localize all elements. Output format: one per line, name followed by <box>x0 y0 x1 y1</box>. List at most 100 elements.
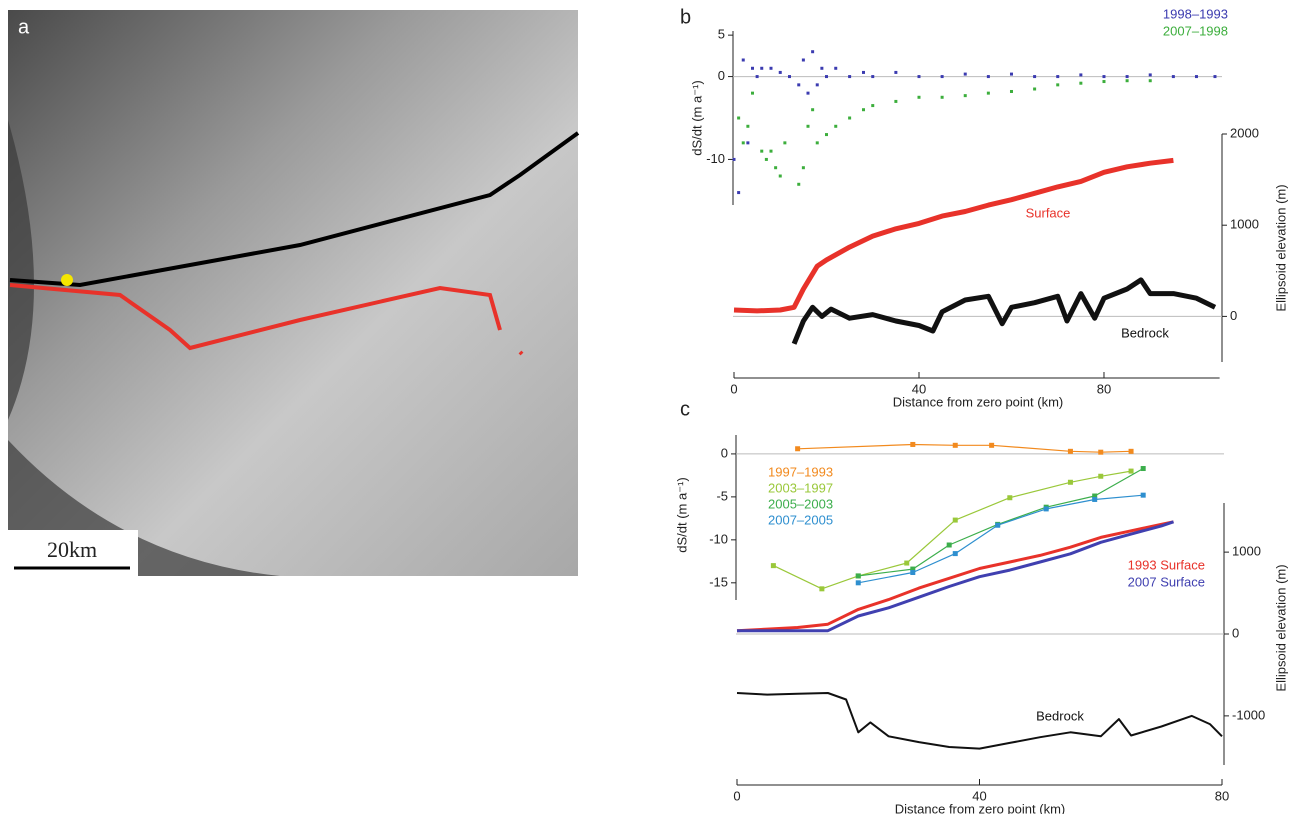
annotation: Bedrock <box>1036 708 1084 723</box>
data-point <box>834 66 838 70</box>
panel-label: c <box>680 398 690 420</box>
data-point <box>737 116 741 120</box>
data-point <box>986 91 990 95</box>
data-point <box>778 70 782 74</box>
y2-tick-label: 0 <box>1230 308 1237 323</box>
data-point <box>1194 75 1198 79</box>
data-point <box>871 75 875 79</box>
data-marker <box>1092 493 1098 499</box>
y-tick-label: -15 <box>709 574 728 589</box>
y2-tick-label: 0 <box>1232 625 1239 640</box>
x-tick-label: 0 <box>733 788 740 803</box>
data-point <box>1148 73 1152 77</box>
y2-axis-label: Ellipsoid elevation (m) <box>1273 184 1288 311</box>
radar-track <box>9 283 524 356</box>
x-tick-label: 40 <box>972 788 986 803</box>
data-marker <box>1067 479 1073 485</box>
data-marker <box>1067 448 1073 454</box>
y-tick-label: -10 <box>709 531 728 546</box>
legend-entry: 2007–2005 <box>768 512 833 527</box>
data-point <box>760 149 764 153</box>
data-marker <box>1043 506 1049 512</box>
data-point <box>848 75 852 79</box>
annotation: Bedrock <box>1121 325 1169 340</box>
data-point <box>917 95 921 99</box>
annotation: Surface <box>1026 205 1071 220</box>
data-point <box>824 75 828 79</box>
data-point <box>797 83 801 87</box>
data-point <box>746 141 750 145</box>
y-tick-label: -10 <box>706 151 725 166</box>
x-axis-label: Distance from zero point (km) <box>893 394 1064 409</box>
y-axis-label: dS/dt (m a⁻¹) <box>674 477 689 553</box>
data-point <box>741 58 745 62</box>
data-point <box>787 75 791 79</box>
data-point <box>778 174 782 178</box>
data-point <box>741 141 745 145</box>
data-marker <box>855 573 861 579</box>
data-marker <box>1092 496 1098 502</box>
data-point <box>894 99 898 103</box>
series-line <box>858 467 1144 577</box>
data-point <box>1125 79 1129 83</box>
data-marker <box>910 566 916 572</box>
data-point <box>917 75 921 79</box>
data-point <box>1125 75 1129 79</box>
data-marker <box>1140 466 1146 472</box>
x-tick-label: 0 <box>730 381 737 396</box>
data-point <box>750 66 754 70</box>
data-marker <box>1098 473 1104 479</box>
data-point <box>1102 80 1106 84</box>
data-point <box>801 166 805 170</box>
data-point <box>801 58 805 62</box>
data-point <box>1056 83 1060 87</box>
data-marker <box>1007 495 1013 501</box>
data-point <box>769 66 773 70</box>
data-marker <box>952 442 958 448</box>
y2-tick-label: 1000 <box>1230 217 1259 232</box>
data-point <box>986 75 990 79</box>
data-marker <box>910 570 916 575</box>
data-point <box>963 72 967 76</box>
data-marker <box>904 560 910 566</box>
data-point <box>806 124 810 128</box>
panel-label: a <box>18 16 30 38</box>
y2-tick-label: 1000 <box>1232 544 1261 559</box>
data-point <box>750 91 754 95</box>
data-marker <box>1128 468 1134 474</box>
data-point <box>848 116 852 120</box>
series-line <box>737 520 1174 633</box>
data-point <box>1033 75 1037 79</box>
data-point <box>811 50 815 54</box>
data-marker <box>819 586 825 592</box>
data-point <box>1213 75 1217 79</box>
data-marker <box>952 551 958 557</box>
legend-entry: 1997–1993 <box>768 464 833 479</box>
zero-point <box>61 274 73 286</box>
data-point <box>746 124 750 128</box>
x-axis-label: Distance from zero point (km) <box>895 801 1066 814</box>
series-line <box>791 277 1217 345</box>
x-tick-label: 80 <box>1097 381 1111 396</box>
data-marker <box>952 517 958 523</box>
data-point <box>861 108 865 112</box>
data-point <box>963 94 967 98</box>
y-tick-label: 0 <box>718 68 725 83</box>
data-point <box>940 95 944 99</box>
data-point <box>1148 79 1152 83</box>
legend-entry: 1998–1993 <box>1163 6 1228 21</box>
x-tick-label: 80 <box>1215 788 1229 803</box>
legend-entry: 2007 Surface <box>1128 574 1205 589</box>
data-point <box>1079 81 1083 85</box>
data-point <box>871 104 875 108</box>
data-point <box>764 157 768 161</box>
data-point <box>894 70 898 74</box>
y2-tick-label: -1000 <box>1232 707 1265 722</box>
y2-tick-label: 2000 <box>1230 125 1259 140</box>
data-marker <box>946 542 952 548</box>
data-marker <box>795 446 801 452</box>
data-point <box>732 157 736 161</box>
y-tick-label: -5 <box>716 488 728 503</box>
data-marker <box>770 563 776 569</box>
data-point <box>1009 89 1013 93</box>
